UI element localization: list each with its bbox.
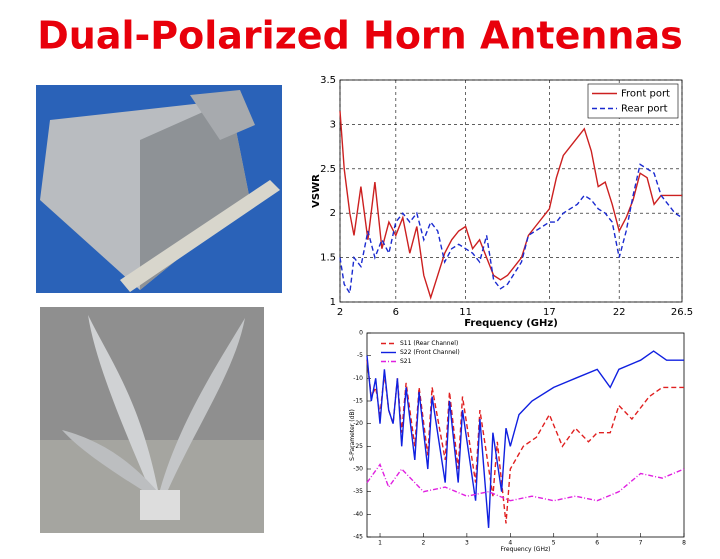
y-tick-label: -25 <box>353 443 363 450</box>
x-axis-label: Frequency (GHz) <box>464 318 558 329</box>
y-tick-label: -5 <box>357 352 363 359</box>
slide-title: Dual-Polarized Horn Antennas <box>37 14 682 58</box>
x-axis-label: Frequency (GHz) <box>501 546 551 553</box>
series-line <box>339 163 683 296</box>
x-tick-label: 7 <box>639 540 643 547</box>
y-tick-label: -10 <box>353 375 363 382</box>
y-tick-label: 2.5 <box>320 164 336 175</box>
legend-label: S21 <box>400 358 412 365</box>
series-line <box>366 360 684 524</box>
legend-label: S22 (Front Channel) <box>400 349 460 356</box>
y-tick-label: -20 <box>353 420 363 427</box>
y-tick-label: -45 <box>353 534 363 541</box>
x-tick-label: 2 <box>337 307 343 318</box>
y-tick-label: -40 <box>353 511 363 518</box>
x-tick-label: 4 <box>508 540 512 547</box>
x-tick-label: 11 <box>459 307 472 318</box>
legend-label: Front port <box>621 89 670 100</box>
y-tick-label: 0 <box>359 330 363 337</box>
x-tick-label: 8 <box>682 540 686 547</box>
x-tick-label: 22 <box>613 307 626 318</box>
horn-photo <box>36 85 282 293</box>
vivaldi-photo <box>40 307 264 533</box>
series-line <box>366 463 685 502</box>
y-axis-label: VSWR <box>311 174 322 208</box>
x-tick-label: 26.5 <box>671 307 693 318</box>
y-tick-label: 3 <box>330 119 336 130</box>
x-tick-label: 6 <box>393 307 399 318</box>
x-tick-label: 5 <box>552 540 556 547</box>
legend-label: S11 (Rear Channel) <box>400 340 458 347</box>
x-tick-label: 6 <box>595 540 599 547</box>
x-tick-label: 2 <box>422 540 426 547</box>
y-axis-label: S-Parameter (dB) <box>349 409 356 461</box>
series-line <box>366 350 684 528</box>
x-tick-label: 17 <box>543 307 556 318</box>
y-tick-label: -15 <box>353 398 363 405</box>
y-tick-label: 3.5 <box>320 75 336 86</box>
y-tick-label: 1.5 <box>320 253 336 264</box>
x-tick-label: 3 <box>465 540 469 547</box>
x-tick-label: 1 <box>378 540 382 547</box>
legend-label: Rear port <box>621 104 668 115</box>
y-tick-label: 2 <box>330 208 336 219</box>
y-tick-label: -30 <box>353 466 363 473</box>
y-tick-label: -35 <box>353 488 363 495</box>
legend-box <box>587 83 679 119</box>
y-tick-label: 1 <box>330 297 336 308</box>
